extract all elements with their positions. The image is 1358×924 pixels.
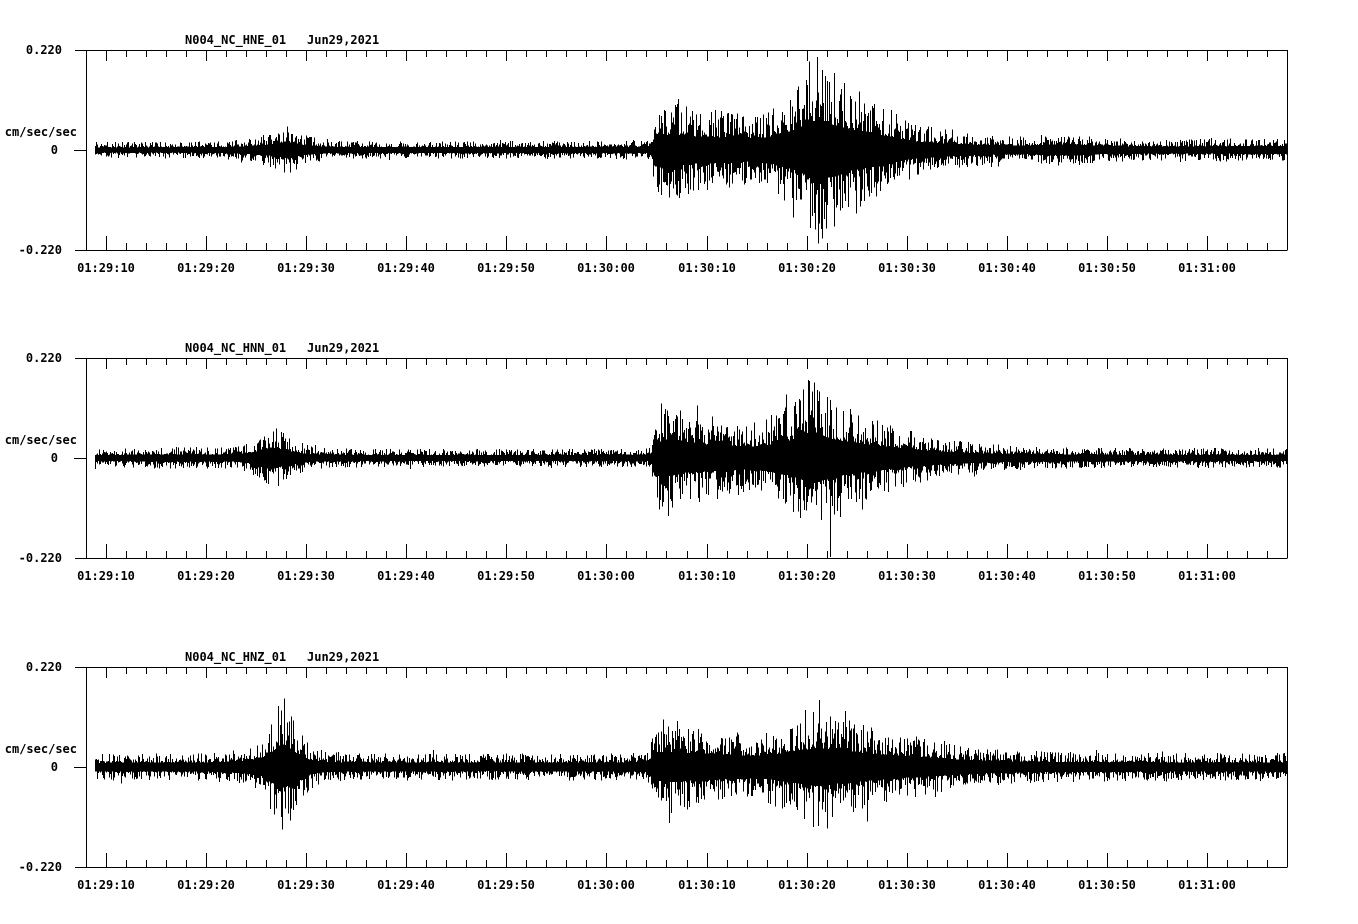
x-tick-label: 01:29:30 [277, 569, 335, 583]
x-tick-label: 01:30:10 [678, 569, 736, 583]
axes [74, 358, 1288, 559]
seismogram-panel-n004_nc_hne_01 [74, 50, 1288, 251]
x-tick-label: 01:30:10 [678, 878, 736, 892]
y-axis-unit-label: cm/sec/sec [4, 125, 77, 139]
x-tick-label: 01:30:20 [778, 261, 836, 275]
x-tick-label: 01:30:50 [1078, 261, 1136, 275]
x-tick-label: 01:30:40 [978, 569, 1036, 583]
y-tick-label-max: 0.220 [25, 660, 62, 674]
y-tick-label-max: 0.220 [25, 351, 62, 365]
x-tick-label: 01:30:40 [978, 261, 1036, 275]
y-axis-unit-label: cm/sec/sec [4, 433, 77, 447]
trace-station-id: N004_NC_HNZ_01 [185, 650, 287, 664]
seismogram-panel-n004_nc_hnn_01 [74, 358, 1288, 559]
y-tick-label-max: 0.220 [25, 43, 62, 57]
waveform-peak-spikes [274, 698, 868, 829]
x-tick-label: 01:29:20 [177, 878, 235, 892]
x-tick-label: 01:29:30 [277, 878, 335, 892]
y-tick-label-zero: 0 [50, 451, 58, 465]
axes [74, 50, 1288, 251]
x-tick-label: 01:31:00 [1178, 569, 1236, 583]
trace-date: Jun29,2021 [307, 33, 380, 47]
trace-date: Jun29,2021 [307, 650, 380, 664]
waveform-peak-spikes [661, 379, 841, 558]
x-tick-label: 01:29:40 [377, 569, 435, 583]
x-tick-label: 01:30:20 [778, 569, 836, 583]
seismogram-panel-n004_nc_hnz_01 [74, 667, 1288, 868]
x-tick-label: 01:29:50 [477, 878, 535, 892]
waveform-trace [95, 381, 1288, 520]
x-tick-label: 01:30:10 [678, 261, 736, 275]
x-tick-label: 01:30:30 [878, 569, 936, 583]
axes [74, 667, 1288, 868]
x-tick-label: 01:29:50 [477, 569, 535, 583]
x-tick-label: 01:29:50 [477, 261, 535, 275]
x-tick-label: 01:30:40 [978, 878, 1036, 892]
y-tick-label-min: -0.220 [18, 551, 62, 565]
x-tick-label: 01:30:50 [1078, 878, 1136, 892]
y-tick-label-min: -0.220 [18, 860, 62, 874]
y-tick-label-zero: 0 [50, 760, 58, 774]
x-tick-label: 01:30:00 [577, 569, 635, 583]
x-tick-label: 01:30:00 [577, 261, 635, 275]
x-tick-label: 01:30:50 [1078, 569, 1136, 583]
x-tick-label: 01:30:20 [778, 878, 836, 892]
x-tick-label: 01:30:00 [577, 878, 635, 892]
waveform-trace [95, 710, 1288, 830]
x-tick-label: 01:29:10 [77, 569, 135, 583]
trace-date: Jun29,2021 [307, 341, 380, 355]
trace-station-id: N004_NC_HNE_01 [185, 33, 287, 47]
waveform-trace [95, 59, 1288, 239]
x-tick-label: 01:30:30 [878, 261, 936, 275]
x-tick-label: 01:29:10 [77, 261, 135, 275]
x-tick-label: 01:31:00 [1178, 261, 1236, 275]
x-tick-label: 01:29:10 [77, 878, 135, 892]
x-tick-label: 01:29:40 [377, 261, 435, 275]
x-tick-label: 01:29:20 [177, 261, 235, 275]
y-axis-unit-label: cm/sec/sec [4, 742, 77, 756]
y-tick-label-min: -0.220 [18, 243, 62, 257]
x-tick-label: 01:29:20 [177, 569, 235, 583]
waveform-peak-spikes [669, 56, 857, 244]
x-tick-label: 01:29:30 [277, 261, 335, 275]
x-tick-label: 01:29:40 [377, 878, 435, 892]
y-tick-label-zero: 0 [50, 143, 58, 157]
x-tick-label: 01:31:00 [1178, 878, 1236, 892]
x-tick-label: 01:30:30 [878, 878, 936, 892]
trace-station-id: N004_NC_HNN_01 [185, 341, 287, 355]
